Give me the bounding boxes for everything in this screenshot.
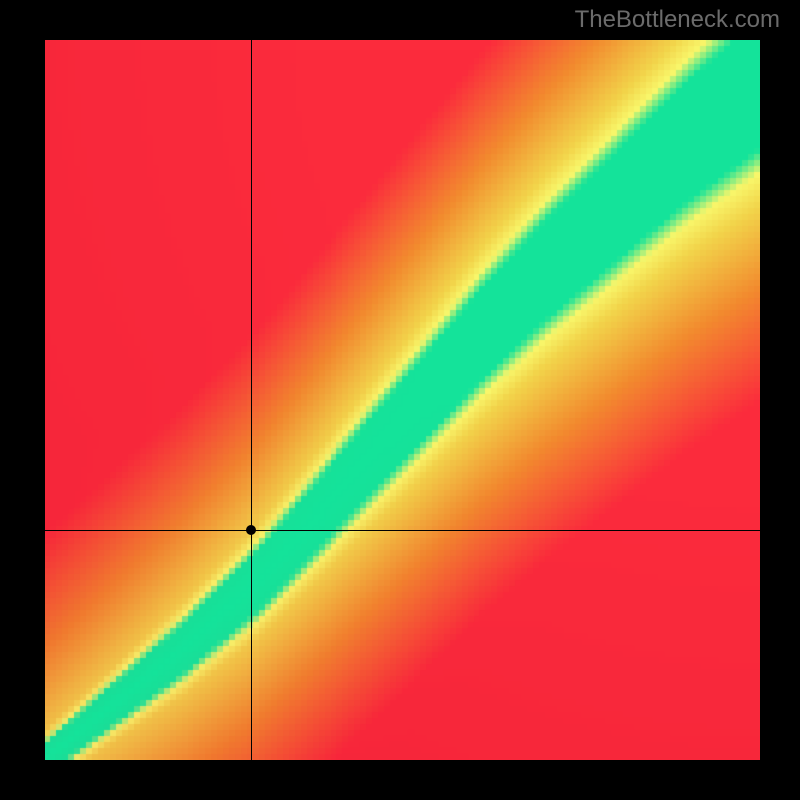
watermark-text: TheBottleneck.com	[575, 6, 780, 34]
plot-area	[45, 40, 760, 760]
crosshair-horizontal	[45, 530, 760, 531]
chart-frame: TheBottleneck.com	[0, 0, 800, 800]
crosshair-marker	[246, 525, 256, 535]
heatmap-canvas	[45, 40, 760, 760]
crosshair-vertical	[251, 40, 252, 760]
